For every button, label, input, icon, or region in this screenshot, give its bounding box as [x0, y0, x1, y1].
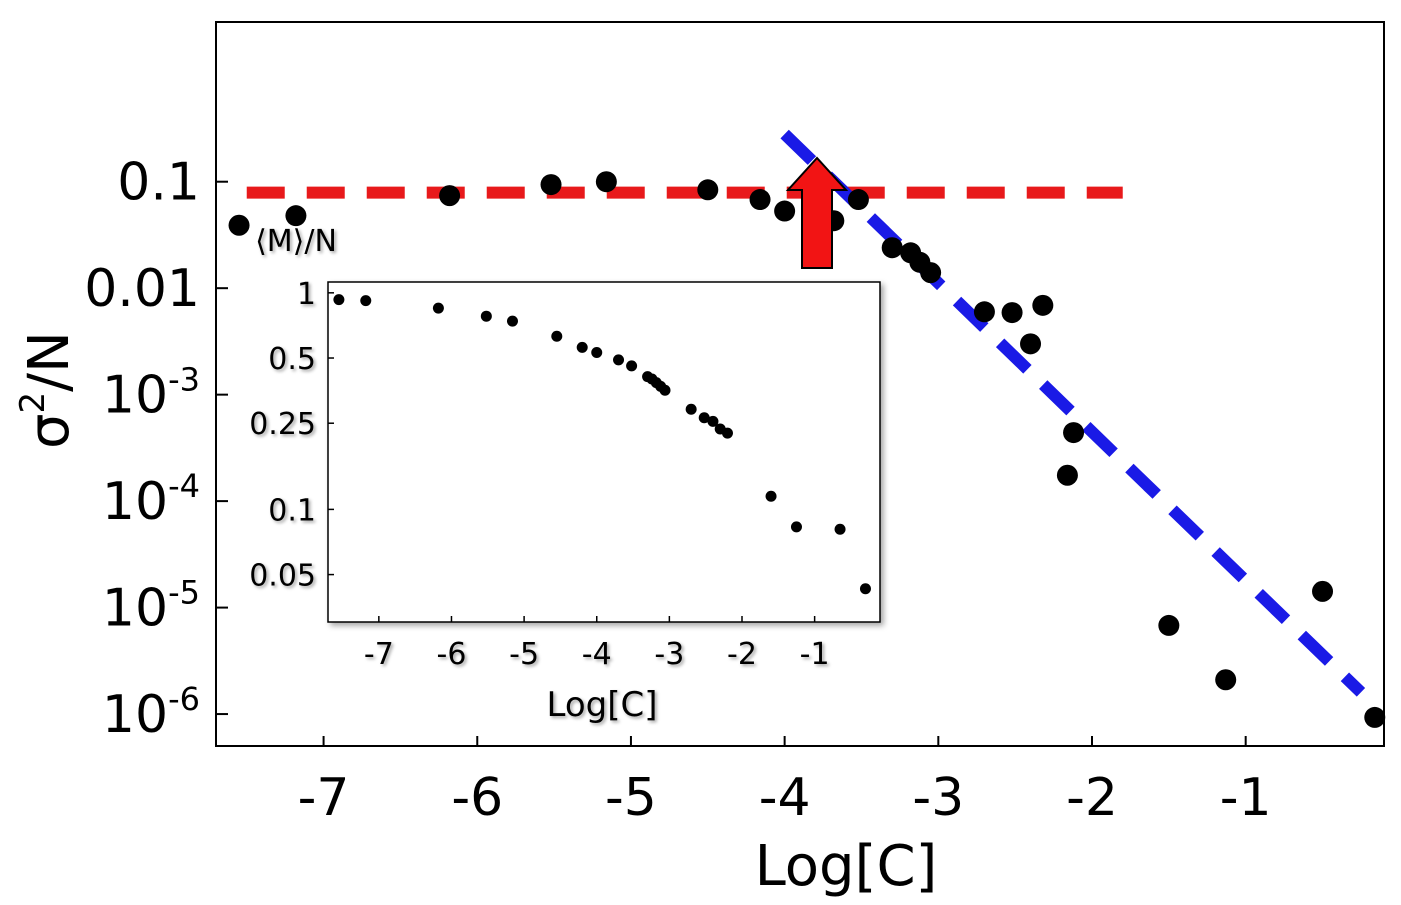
main-data-point	[697, 179, 719, 201]
inset-data-point	[721, 427, 733, 439]
inset-y-tick-label: 0.5	[268, 342, 316, 377]
inset-y-tick-label: 0.05	[249, 559, 316, 594]
inset-data-point	[707, 415, 719, 427]
main-data-point	[1020, 333, 1042, 355]
main-data-point	[920, 262, 942, 284]
main-y-tick-label: 0.01	[84, 259, 200, 319]
inset-data-point	[576, 341, 588, 353]
main-y-axis-label: σ2/N	[13, 331, 82, 449]
inset-data-point	[432, 302, 444, 314]
main-y-tick-base: 10	[102, 366, 168, 426]
inset-y-tick-label: 0.1	[268, 493, 316, 528]
main-y-tick-label: 0.1	[117, 153, 200, 213]
main-x-tick-label: -7	[298, 768, 350, 828]
main-data-point	[774, 200, 796, 222]
inset-data-point	[506, 315, 518, 327]
main-x-tick-label: -4	[759, 768, 811, 828]
main-y-tick-exponent: -6	[168, 680, 200, 718]
main-x-tick-label: -1	[1220, 768, 1272, 828]
inset-data-point	[859, 583, 871, 595]
inset-data-point	[834, 523, 846, 535]
inset-x-tick-label: -5	[509, 637, 539, 672]
inset-y-ticks: 1 0.5 0.25 0.1 0.05	[249, 277, 334, 594]
main-y-tick-base: 10	[102, 579, 168, 639]
inset-x-tick-label: -7	[364, 637, 394, 672]
inset-x-tick-label: -2	[727, 637, 757, 672]
inset-plot-frame	[327, 281, 881, 623]
main-data-point	[1056, 464, 1078, 486]
inset-data-point	[333, 294, 345, 306]
main-fit-lines	[246, 129, 1366, 697]
inset-x-ticks: -7 -6 -5 -4 -3 -2 -1	[364, 616, 830, 672]
inset-data-point	[698, 412, 710, 424]
main-data-point	[881, 237, 903, 259]
main-data-point	[749, 189, 771, 211]
inset-y-tick-label: 0.25	[249, 407, 316, 442]
main-data-point	[1032, 294, 1054, 316]
main-y-tick-label: 10-5	[102, 574, 200, 639]
transition-arrow	[785, 156, 849, 269]
main-y-tick-exponent: -3	[168, 361, 200, 399]
inset-x-tick-label: -4	[582, 637, 612, 672]
main-x-tick-label: -6	[451, 768, 503, 828]
inset-x-tick-label: -3	[654, 637, 684, 672]
main-data-point	[1312, 580, 1334, 602]
main-x-tick-label: -5	[605, 768, 657, 828]
main-x-axis-label: Log[C]	[755, 834, 938, 899]
inset-y-tick-label: 1	[297, 277, 316, 312]
main-data-point	[228, 214, 250, 236]
inset-data-point	[685, 403, 697, 415]
inset-title: ⟨M⟩/N	[255, 224, 337, 259]
main-y-label-rest: /N	[17, 331, 82, 392]
main-y-tick-exponent: -5	[168, 574, 200, 612]
main-data-point	[595, 171, 617, 193]
inset-data-point	[551, 330, 563, 342]
main-y-tick-exponent: -4	[168, 467, 200, 505]
inset-x-tick-label: -6	[437, 637, 467, 672]
inset-data-point	[360, 295, 372, 307]
main-y-label-sup: 2	[13, 392, 53, 414]
fit-line-power-law-decay	[780, 129, 1366, 697]
main-data-point	[1364, 706, 1386, 728]
inset-x-tick-label: -1	[800, 637, 830, 672]
main-y-tick-label: 10-3	[102, 361, 200, 426]
main-data-point	[973, 301, 995, 323]
inset-chart: ⟨M⟩/N Log[C] -7 -6 -5 -4 -3 -2 -1 1 0.5 0.25 0.1 0…	[249, 224, 881, 725]
main-data-point	[1001, 302, 1023, 324]
main-data-point	[285, 205, 307, 227]
main-x-ticks: -7 -6 -5 -4 -3 -2 -1	[298, 736, 1272, 828]
main-y-tick-label: 10-6	[102, 680, 200, 745]
inset-data-point	[613, 354, 625, 366]
main-y-tick-base: 0.1	[117, 153, 200, 213]
main-data-point	[540, 174, 562, 196]
inset-data-point	[626, 360, 638, 372]
inset-x-axis-label: Log[C]	[547, 685, 658, 725]
main-y-tick-label: 10-4	[102, 467, 200, 532]
inset-data-point	[591, 347, 603, 359]
main-y-tick-base: 0.01	[84, 259, 200, 319]
inset-data-points	[333, 294, 871, 595]
inset-data-point	[790, 521, 802, 533]
main-x-tick-label: -2	[1066, 768, 1118, 828]
main-data-point	[1063, 422, 1085, 444]
main-data-point	[847, 189, 869, 211]
main-data-points	[228, 171, 1386, 728]
main-x-tick-label: -3	[912, 768, 964, 828]
inset-data-point	[480, 310, 492, 322]
main-data-point	[439, 185, 461, 207]
main-data-point	[1215, 669, 1237, 691]
main-y-label-base: σ	[17, 413, 82, 449]
main-data-point	[1158, 614, 1180, 636]
main-plot-frame	[215, 21, 1385, 747]
inset-data-point	[659, 384, 671, 396]
inset-data-point	[765, 490, 777, 502]
main-y-tick-base: 10	[102, 685, 168, 745]
main-y-tick-base: 10	[102, 472, 168, 532]
